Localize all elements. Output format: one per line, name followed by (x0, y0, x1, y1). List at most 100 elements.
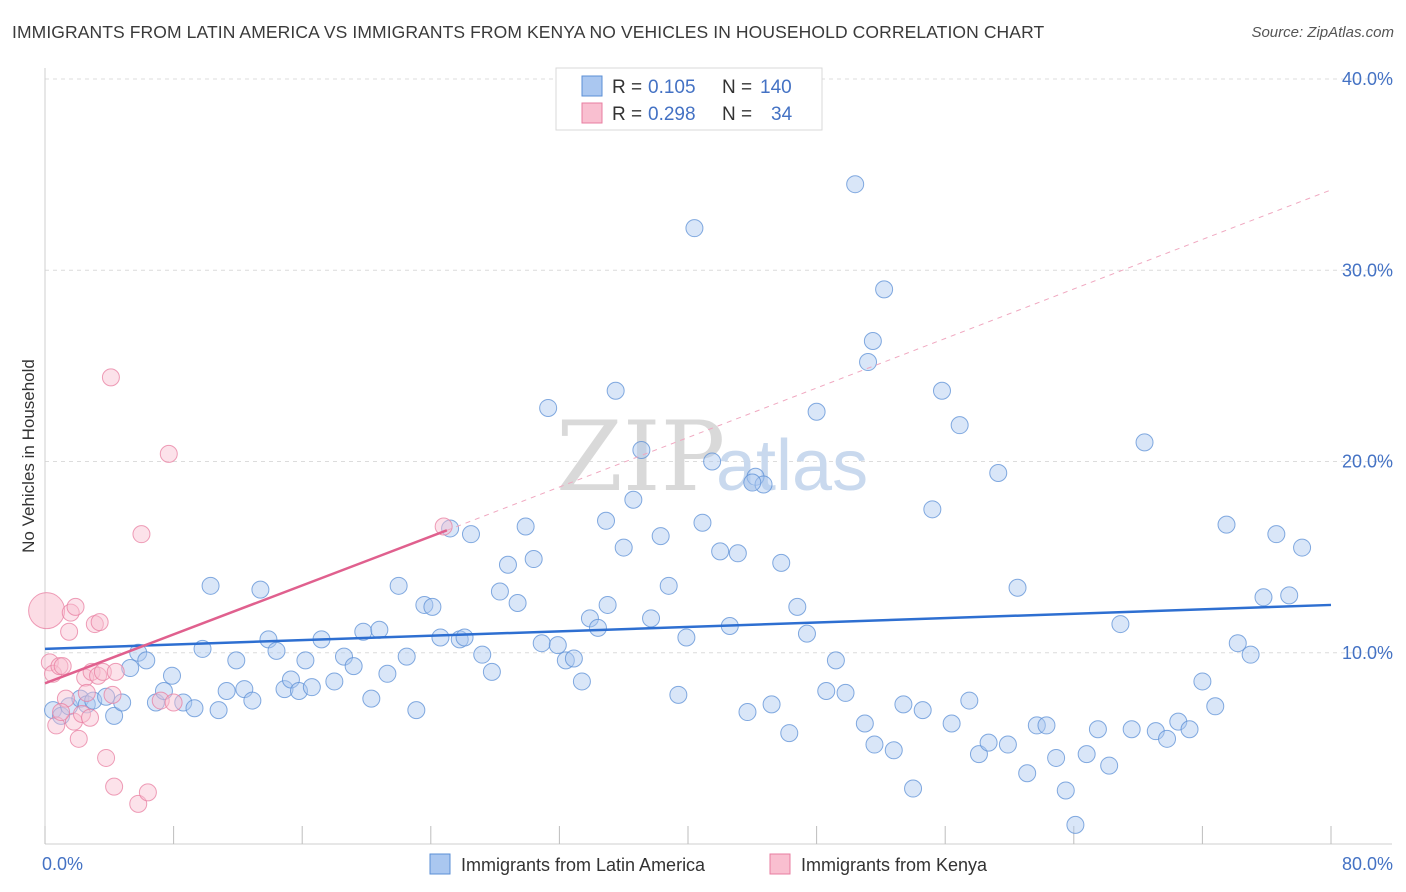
point-latin-america-107 (989, 463, 1008, 482)
point-latin-america-24 (251, 580, 270, 599)
bottom-legend-latin-america: Immigrants from Latin America (461, 855, 706, 875)
point-kenya-20 (93, 662, 112, 681)
point-kenya-6 (56, 689, 75, 708)
point-latin-america-69 (642, 609, 661, 628)
point-latin-america-38 (370, 620, 389, 639)
point-latin-america-41 (397, 647, 416, 666)
point-latin-america-18 (201, 576, 220, 595)
point-kenya-24 (105, 777, 124, 796)
x-tick-label-1: 80.0% (1342, 854, 1393, 874)
point-latin-america-127 (1206, 697, 1225, 716)
point-latin-america-23 (243, 691, 262, 710)
watermark-atlas: atlas (716, 426, 868, 506)
legend-swatch-kenya (581, 102, 603, 124)
point-latin-america-68 (632, 441, 651, 460)
point-latin-america-19 (209, 701, 228, 720)
point-latin-america-103 (950, 416, 969, 435)
y-tick-labels: 10.0% 20.0% 30.0% 40.0% (1342, 69, 1393, 663)
point-kenya-33 (52, 703, 71, 722)
point-latin-america-88 (807, 402, 826, 421)
point-latin-america-11 (137, 651, 156, 670)
point-latin-america-26 (267, 641, 286, 660)
point-latin-america-51 (490, 582, 509, 601)
point-latin-america-128 (1217, 515, 1236, 534)
point-latin-america-86 (788, 597, 807, 616)
point-latin-america-44 (423, 597, 442, 616)
point-latin-america-100 (923, 500, 942, 519)
y-tick-label-3: 40.0% (1342, 69, 1393, 89)
point-latin-america-119 (1111, 615, 1130, 634)
point-latin-america-115 (1066, 815, 1085, 834)
trend-line-kenya (44, 529, 448, 685)
point-latin-america-42 (407, 701, 426, 720)
point-kenya-10 (66, 597, 85, 616)
point-latin-america-64 (597, 511, 616, 530)
point-latin-america-35 (344, 657, 363, 676)
point-latin-america-116 (1077, 745, 1096, 764)
point-latin-america-80 (738, 703, 757, 722)
watermark: ZIP atlas (556, 401, 868, 513)
point-kenya-3 (47, 716, 66, 735)
point-latin-america-77 (711, 542, 730, 561)
point-kenya-26 (129, 794, 148, 813)
point-latin-america-21 (227, 651, 246, 670)
chart-title: IMMIGRANTS FROM LATIN AMERICA VS IMMIGRA… (12, 22, 1045, 42)
point-latin-america-74 (685, 219, 704, 238)
point-latin-america-71 (659, 576, 678, 595)
legend-swatch-latin-america (581, 75, 603, 97)
x-tick-labels: 0.0% 80.0% (42, 854, 1393, 874)
point-latin-america-130 (1241, 645, 1260, 664)
point-latin-america-118 (1100, 756, 1119, 775)
x-tick-label-0: 0.0% (42, 854, 83, 874)
source-label: Source: ZipAtlas.com (1251, 24, 1394, 41)
point-kenya-21 (97, 748, 116, 767)
point-latin-america-110 (1018, 764, 1037, 783)
point-latin-america-76 (703, 452, 722, 471)
point-latin-america-114 (1056, 781, 1075, 800)
point-kenya-27 (132, 525, 151, 544)
point-latin-america-52 (498, 555, 517, 574)
point-latin-america-101 (932, 381, 951, 400)
point-latin-america-66 (614, 538, 633, 557)
point-latin-america-54 (516, 517, 535, 536)
point-latin-america-75 (693, 513, 712, 532)
point-latin-america-131 (1254, 588, 1273, 607)
point-kenya-19 (90, 613, 109, 632)
point-latin-america-87 (797, 624, 816, 643)
point-latin-america-55 (524, 550, 543, 569)
point-latin-america-37 (362, 689, 381, 708)
bottom-legend-swatch-latin-america (429, 853, 451, 875)
stats-legend: R = 0.105 N = 140 R = 0.298 N = 34 (555, 67, 823, 131)
point-kenya-30 (159, 444, 178, 463)
point-latin-america-9 (121, 659, 140, 678)
point-latin-america-6 (97, 687, 116, 706)
point-latin-america-126 (1193, 672, 1212, 691)
axes (44, 68, 1392, 845)
point-latin-america-57 (539, 398, 558, 417)
point-latin-america-58 (548, 636, 567, 655)
point-latin-america-91 (836, 683, 855, 702)
point-latin-america-97 (894, 695, 913, 714)
point-latin-america-27 (275, 680, 294, 699)
point-latin-america-90 (826, 651, 845, 670)
point-latin-america-8 (113, 693, 132, 712)
point-kenya-7 (60, 622, 79, 641)
watermark-zip: ZIP (556, 401, 725, 513)
point-latin-america-48 (461, 525, 480, 544)
data-points (28, 175, 1312, 834)
point-latin-america-20 (217, 682, 236, 700)
point-latin-america-121 (1135, 433, 1154, 452)
point-latin-america-139 (598, 595, 617, 614)
point-latin-america-67 (624, 490, 643, 509)
point-latin-america-125 (1180, 720, 1199, 739)
point-latin-america-46 (441, 519, 460, 538)
point-kenya-14 (77, 683, 96, 702)
legend-r-label-2: R = (612, 104, 642, 125)
point-latin-america-134 (1293, 538, 1312, 557)
point-kenya-25 (106, 662, 125, 681)
point-latin-america-73 (677, 628, 696, 647)
point-latin-america-99 (913, 701, 932, 720)
point-kenya-28 (138, 783, 157, 802)
point-kenya-8 (61, 603, 80, 622)
point-latin-america-133 (1280, 586, 1299, 605)
